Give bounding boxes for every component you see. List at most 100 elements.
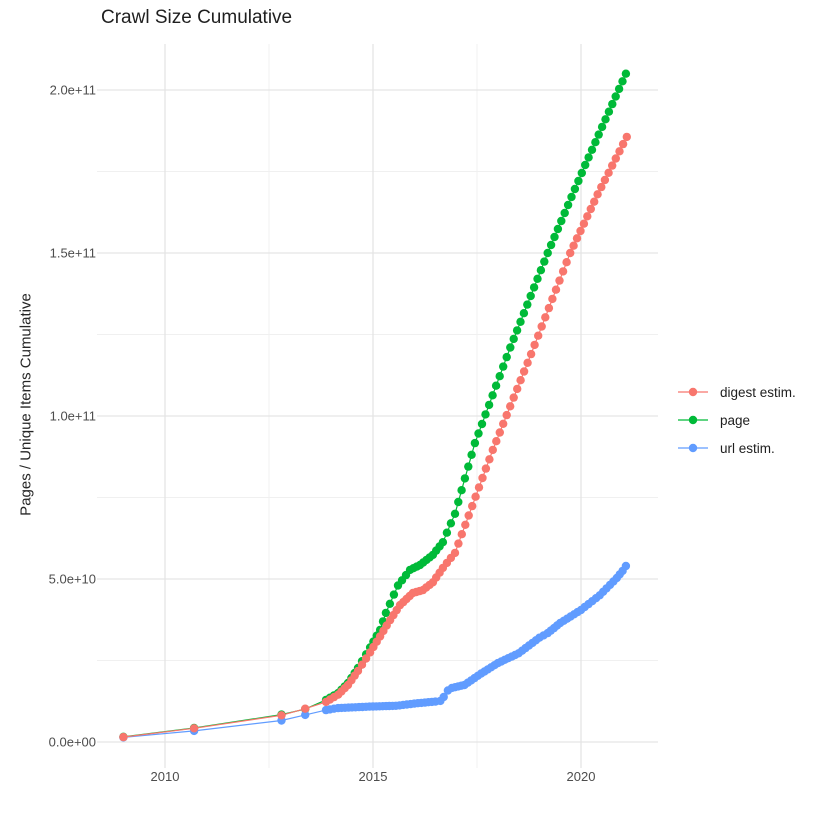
data-point	[523, 358, 532, 367]
legend-key-icon	[678, 443, 708, 453]
data-point	[484, 400, 494, 410]
data-point	[519, 367, 529, 376]
data-point	[584, 153, 593, 162]
data-point	[604, 168, 613, 177]
data-point	[488, 391, 497, 400]
y-tick-label: 5.0e+10	[48, 571, 96, 587]
data-point	[576, 226, 585, 236]
data-point	[608, 161, 617, 170]
data-point	[509, 334, 518, 344]
data-point	[481, 464, 491, 473]
data-point	[454, 539, 463, 548]
data-point	[509, 393, 518, 402]
data-point	[566, 248, 575, 258]
data-point	[460, 474, 470, 483]
data-point	[597, 182, 606, 192]
data-point	[590, 197, 599, 206]
data-point	[353, 666, 363, 676]
data-point	[516, 317, 525, 326]
data-point	[537, 322, 546, 331]
data-point	[442, 528, 452, 537]
data-point	[361, 654, 371, 663]
data-point	[569, 241, 578, 250]
data-point	[540, 257, 549, 266]
legend-label: page	[720, 412, 751, 428]
x-tick-label: 2010	[150, 769, 180, 784]
data-point	[474, 483, 484, 492]
y-tick-label: 1.5e+11	[49, 245, 96, 261]
data-point	[563, 200, 573, 210]
data-point	[611, 154, 620, 163]
data-point	[614, 84, 624, 94]
legend: digest estim. page url estim.	[676, 378, 796, 462]
series-digest-estim	[119, 132, 631, 742]
data-point	[495, 372, 504, 381]
data-point	[277, 711, 286, 720]
y-tick-label: 1.0e+11	[49, 408, 96, 424]
data-point	[381, 608, 391, 618]
data-point	[533, 274, 542, 283]
data-point	[474, 429, 483, 438]
legend-label: digest estim.	[720, 384, 796, 400]
data-point	[594, 130, 603, 139]
data-point	[555, 276, 564, 285]
data-point	[189, 724, 199, 733]
data-point	[389, 590, 399, 599]
data-point	[519, 309, 529, 318]
data-point	[544, 303, 554, 313]
data-point	[529, 283, 539, 292]
data-point	[506, 402, 515, 411]
data-point	[600, 175, 610, 185]
data-point	[526, 349, 536, 359]
data-point	[562, 258, 571, 267]
data-point	[551, 285, 561, 294]
data-point	[481, 410, 490, 419]
data-point	[601, 115, 610, 124]
data-point	[450, 509, 460, 518]
data-point	[450, 548, 460, 558]
data-point	[385, 599, 395, 608]
legend-key-icon	[678, 387, 708, 397]
data-point	[583, 212, 592, 221]
data-point	[615, 147, 624, 156]
data-point	[591, 138, 600, 147]
data-point	[464, 511, 473, 520]
data-point	[560, 208, 569, 218]
data-point	[119, 732, 128, 742]
gridlines-major	[97, 44, 658, 768]
data-point	[502, 352, 511, 362]
y-tick-label: 2.0e+11	[49, 82, 96, 98]
data-point	[608, 99, 617, 109]
data-point	[464, 462, 473, 471]
data-point	[506, 343, 515, 352]
legend-item-digest-estim: digest estim.	[676, 378, 796, 406]
data-point	[548, 294, 557, 304]
data-point	[499, 362, 508, 371]
legend-item-url-estim: url estim.	[676, 434, 796, 462]
data-point	[543, 248, 552, 258]
data-point	[446, 519, 456, 528]
data-point	[523, 300, 532, 309]
data-point	[622, 132, 631, 142]
data-point	[457, 530, 466, 539]
data-point	[471, 492, 480, 501]
data-point	[478, 473, 487, 483]
data-point	[516, 376, 525, 385]
data-point	[621, 69, 631, 78]
data-point	[530, 340, 539, 350]
data-point	[467, 450, 476, 459]
legend-item-page: page	[676, 406, 796, 434]
data-point	[301, 710, 310, 720]
data-point	[491, 381, 501, 390]
data-point	[604, 107, 614, 116]
data-point	[541, 313, 550, 322]
y-tick-label: 0.0e+00	[48, 734, 96, 750]
gridlines-minor	[97, 44, 658, 768]
data-point	[477, 419, 487, 429]
data-point	[534, 331, 543, 340]
data-point	[512, 326, 522, 335]
x-tick-label: 2020	[566, 769, 596, 784]
data-point	[579, 219, 589, 228]
